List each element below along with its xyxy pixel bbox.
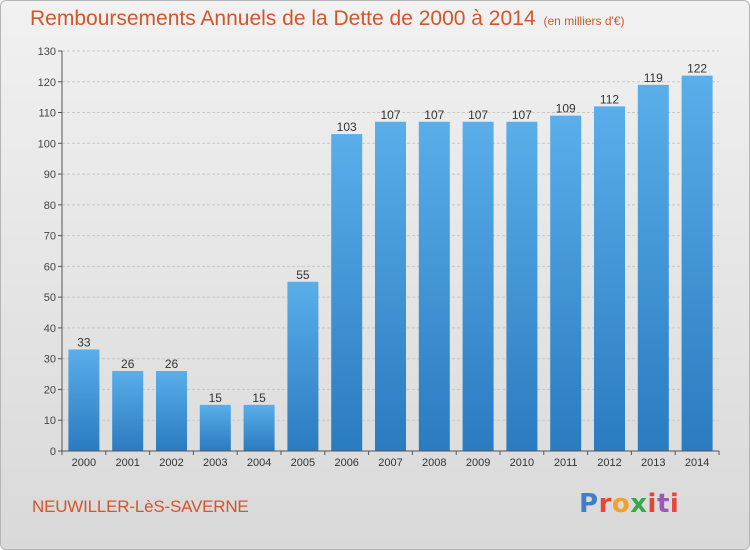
bar-2010 bbox=[506, 121, 538, 452]
y-tick-label-50: 50 bbox=[44, 292, 56, 304]
x-tick-label-2000: 2000 bbox=[72, 457, 96, 469]
data-label-2010: 107 bbox=[512, 108, 532, 122]
y-tick-label-60: 60 bbox=[44, 261, 56, 273]
bar-2009 bbox=[462, 121, 494, 452]
x-tick-label-2007: 2007 bbox=[378, 457, 402, 469]
bar-2000 bbox=[68, 349, 100, 451]
commune-name: NEUWILLER-LèS-SAVERNE bbox=[32, 497, 249, 516]
y-tick-label-90: 90 bbox=[44, 169, 56, 181]
x-tick-label-2006: 2006 bbox=[334, 457, 358, 469]
y-tick-label-120: 120 bbox=[38, 77, 56, 89]
x-tick-label-2005: 2005 bbox=[291, 457, 315, 469]
x-tick-label-2014: 2014 bbox=[685, 457, 709, 469]
bar-2007 bbox=[375, 121, 406, 452]
x-tick-label-2013: 2013 bbox=[641, 457, 665, 469]
chart-unit-label: (en milliers d'€) bbox=[543, 14, 625, 28]
bar-2006 bbox=[331, 134, 363, 452]
x-tick-label-2012: 2012 bbox=[597, 457, 621, 469]
x-tick-label-2002: 2002 bbox=[159, 457, 183, 469]
bar-2008 bbox=[418, 121, 450, 452]
y-tick-label-100: 100 bbox=[38, 138, 56, 150]
y-tick-label-70: 70 bbox=[44, 231, 56, 243]
data-label-2006: 103 bbox=[337, 120, 357, 134]
bar-2005 bbox=[287, 281, 319, 451]
bar-2001 bbox=[112, 371, 144, 451]
proxiti-logo: Proxiti bbox=[579, 489, 680, 519]
axes: 0 10 20 30 40 50 60 70 80 90 100 110 120 130 2000 2001 2… bbox=[38, 46, 720, 469]
bar-2012 bbox=[594, 106, 625, 451]
data-label-2011: 109 bbox=[556, 102, 576, 116]
chart-title-text: Remboursements Annuels de la Dette de 20… bbox=[30, 7, 536, 30]
bar-2002 bbox=[156, 371, 187, 451]
data-label-2014: 122 bbox=[687, 62, 707, 76]
y-tick-label-0: 0 bbox=[50, 446, 56, 458]
x-tick-label-2008: 2008 bbox=[422, 457, 446, 469]
y-tick-label-30: 30 bbox=[44, 354, 56, 366]
x-tick-label-2011: 2011 bbox=[554, 457, 578, 469]
data-label-2005: 55 bbox=[296, 268, 310, 282]
y-tick-label-130: 130 bbox=[38, 46, 56, 58]
y-tick-label-110: 110 bbox=[38, 108, 56, 120]
data-label-2008: 107 bbox=[424, 108, 444, 122]
x-tick-label-2004: 2004 bbox=[247, 457, 271, 469]
bar-2004 bbox=[243, 404, 275, 451]
y-tick-label-10: 10 bbox=[44, 415, 56, 427]
bar-2014 bbox=[681, 75, 713, 451]
data-label-2004: 15 bbox=[252, 391, 266, 405]
x-tick-label-2010: 2010 bbox=[510, 457, 534, 469]
bar-2013 bbox=[637, 84, 669, 451]
y-tick-label-80: 80 bbox=[44, 200, 56, 212]
x-tick-label-2009: 2009 bbox=[466, 457, 490, 469]
bar-2011 bbox=[550, 115, 582, 451]
data-label-2009: 107 bbox=[468, 108, 488, 122]
data-label-2000: 33 bbox=[77, 335, 91, 349]
y-tick-label-40: 40 bbox=[44, 323, 56, 335]
data-label-2013: 119 bbox=[644, 71, 663, 85]
data-label-2007: 107 bbox=[380, 108, 400, 122]
x-tick-label-2003: 2003 bbox=[203, 457, 227, 469]
data-label-2002: 26 bbox=[165, 357, 179, 371]
bars: 33 26 26 15 15 55 103 107 107 107 107 109 112 119 122 bbox=[68, 62, 713, 452]
x-tick-label-2001: 2001 bbox=[115, 457, 139, 469]
bar-2003 bbox=[199, 404, 231, 451]
data-label-2012: 112 bbox=[600, 92, 619, 106]
data-label-2001: 26 bbox=[121, 357, 135, 371]
y-tick-label-20: 20 bbox=[44, 384, 56, 396]
chart-title: Remboursements Annuels de la Dette de 20… bbox=[30, 7, 625, 31]
data-label-2003: 15 bbox=[209, 391, 223, 405]
